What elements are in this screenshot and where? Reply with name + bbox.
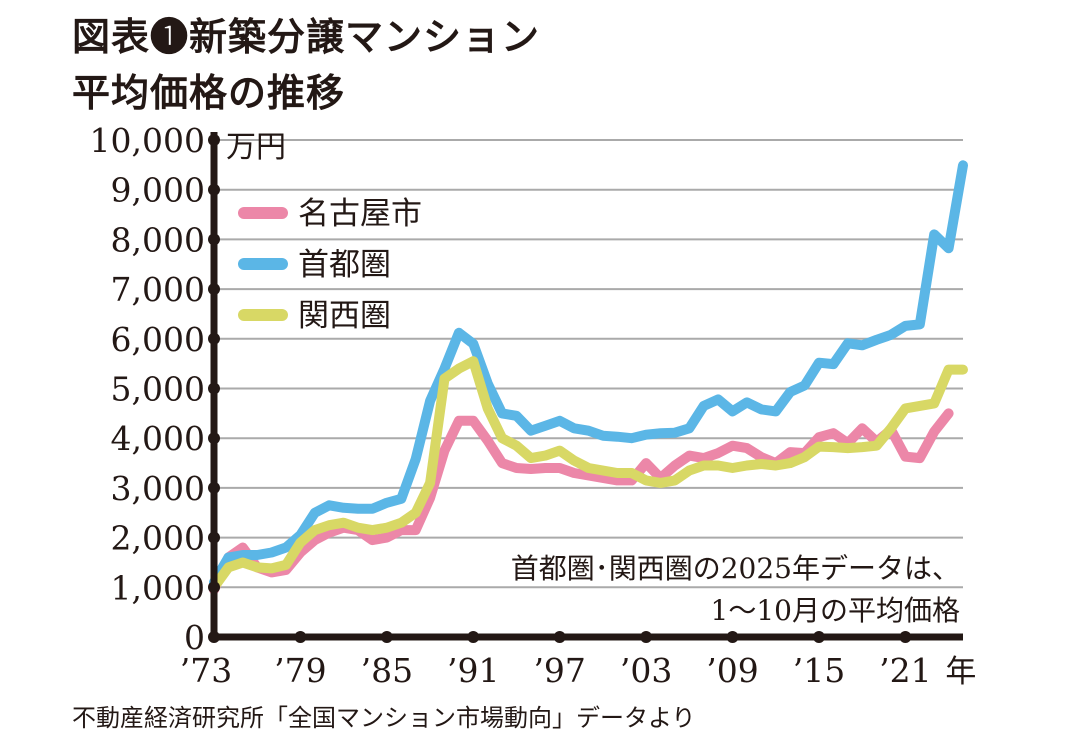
legend-label: 名古屋市 bbox=[298, 196, 422, 232]
x-tick-dot bbox=[726, 631, 739, 643]
y-tick-label: 10,000 bbox=[90, 121, 205, 160]
chart-title-line1: 図表❶新築分譲マンション bbox=[72, 14, 541, 59]
x-tick-dot bbox=[812, 631, 825, 643]
x-tick-dot bbox=[553, 631, 566, 643]
x-tick-label: ’73 bbox=[180, 651, 232, 690]
y-axis-unit-label: 万円 bbox=[226, 130, 286, 165]
x-tick-dot bbox=[294, 631, 307, 643]
x-tick-dot bbox=[640, 631, 653, 643]
x-axis-unit-label: 年 bbox=[945, 654, 976, 690]
x-tick-label: ’09 bbox=[706, 651, 758, 690]
x-tick-label: ’91 bbox=[447, 651, 499, 690]
y-tick-label: 7,000 bbox=[111, 270, 205, 309]
y-tick-label: 2,000 bbox=[111, 519, 205, 558]
y-tick-label: 3,000 bbox=[111, 469, 205, 508]
y-tick-label: 5,000 bbox=[111, 370, 205, 409]
x-tick-dot bbox=[380, 631, 393, 643]
x-tick-label: ’15 bbox=[793, 651, 845, 690]
x-tick-label: ’03 bbox=[620, 651, 672, 690]
x-tick-label: ’97 bbox=[533, 651, 585, 690]
x-tick-dot bbox=[467, 631, 480, 643]
annotation-line1: 首都圏･関西圏の2025年データは、 bbox=[511, 552, 960, 585]
y-tick-label: 4,000 bbox=[111, 419, 205, 458]
annotation-line2: 1～10月の平均価格 bbox=[711, 594, 960, 627]
x-tick-label: ’79 bbox=[274, 651, 326, 690]
y-tick-label: 1,000 bbox=[111, 568, 205, 607]
chart-title-line2: 平均価格の推移 bbox=[72, 70, 346, 115]
y-tick-label: 9,000 bbox=[111, 171, 205, 210]
x-tick-label: ’85 bbox=[361, 651, 413, 690]
y-tick-label: 0 bbox=[184, 618, 205, 657]
source-note: 不動産経済研究所「全国マンション市場動向」データより bbox=[72, 704, 696, 732]
legend-label: 首都圏 bbox=[298, 247, 391, 283]
y-tick-label: 8,000 bbox=[111, 220, 205, 259]
series-line-nagoya bbox=[209, 408, 954, 595]
x-tick-dot bbox=[899, 631, 912, 643]
legend-label: 関西圏 bbox=[298, 298, 391, 334]
y-tick-label: 6,000 bbox=[111, 320, 205, 359]
x-tick-label: ’21 bbox=[879, 651, 931, 690]
